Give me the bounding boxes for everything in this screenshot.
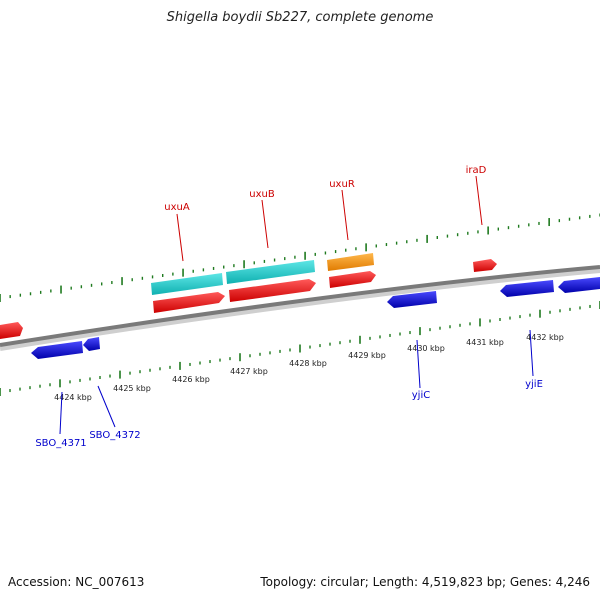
label-line-uxuB	[261, 199, 269, 249]
gene-label-yjiC: yjiC	[412, 390, 430, 401]
scale-label: 4426 kbp	[172, 375, 210, 384]
gene-label-iraD: iraD	[466, 165, 487, 176]
scale-label: 4428 kbp	[289, 359, 327, 368]
gene-label-SBO_4372: SBO_4372	[89, 430, 140, 441]
scale-label: 4432 kbp	[526, 333, 564, 342]
scale-label: 4431 kbp	[466, 338, 504, 347]
gene-red-uxuA	[153, 292, 225, 313]
scale-label: 4424 kbp	[54, 393, 92, 402]
gene-cyan-uxuB	[226, 260, 315, 284]
gene-label-uxuR: uxuR	[329, 179, 355, 190]
label-line-iraD	[475, 175, 483, 226]
gene-orange-uxuR	[327, 253, 374, 271]
scale-label: 4430 kbp	[407, 344, 445, 353]
scale-label: 4427 kbp	[230, 367, 268, 376]
gene-cyan-uxuA	[151, 273, 223, 295]
gene-blue-yjiE-a	[500, 280, 554, 297]
map-title: Shigella boydii Sb227, complete genome	[166, 10, 434, 25]
gene-label-uxuA: uxuA	[164, 202, 190, 213]
label-line-SBO_4371	[59, 391, 63, 435]
gene-red-uxuR	[329, 271, 376, 288]
genome-backbone-shadow	[0, 267, 600, 351]
scale-labels: 4424 kbp 4425 kbp 4426 kbp 4427 kbp 4428 kbp…	[54, 333, 564, 402]
gene-blue-yjiE-b	[558, 277, 600, 293]
gene-red-iraD	[473, 259, 497, 272]
gene-blue-SBO_4372	[83, 337, 100, 351]
gene-blue-SBO_4371	[31, 341, 83, 359]
gene-blue-yjiC	[387, 291, 437, 308]
gene-label-SBO_4371: SBO_4371	[35, 438, 86, 449]
label-line-uxuA	[176, 213, 184, 262]
label-line-uxuR	[341, 189, 349, 241]
gene-label-yjiE: yjiE	[525, 379, 543, 390]
genome-stats-text: Topology: circular; Length: 4,519,823 bp…	[260, 575, 590, 589]
scale-label: 4429 kbp	[348, 351, 386, 360]
label-line-yjiC	[416, 339, 421, 389]
genome-backbone	[0, 265, 600, 347]
label-line-yjiE	[529, 329, 534, 377]
accession-text: Accession: NC_007613	[8, 575, 145, 589]
upper-tick-track	[0, 213, 600, 302]
gene-red-left-edge	[0, 322, 23, 339]
lower-tick-track	[0, 301, 600, 396]
label-line-SBO_4372	[97, 385, 116, 428]
scale-label: 4425 kbp	[113, 384, 151, 393]
gene-label-uxuB: uxuB	[249, 189, 275, 200]
gene-red-uxuB	[229, 279, 316, 302]
